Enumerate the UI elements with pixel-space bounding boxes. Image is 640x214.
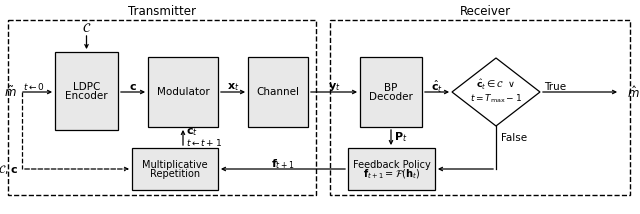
Text: $\hat{\mathbf{c}}_t \in \mathcal{C}$  $\vee$: $\hat{\mathbf{c}}_t \in \mathcal{C}$ $\v… (476, 78, 516, 92)
Text: $\mathbf{c}$: $\mathbf{c}$ (129, 82, 137, 92)
Text: $\hat{m}$: $\hat{m}$ (627, 85, 639, 101)
Text: Multiplicative: Multiplicative (142, 160, 208, 170)
Text: Receiver: Receiver (460, 4, 511, 18)
Text: $\tilde{m}$: $\tilde{m}$ (4, 86, 17, 100)
Text: True: True (544, 82, 566, 92)
Text: $t \leftarrow t+1$: $t \leftarrow t+1$ (186, 137, 222, 148)
Bar (8, 20, 316, 195)
Text: $t = T_{\max}-1$: $t = T_{\max}-1$ (470, 93, 522, 105)
Text: $\mathbf{c}_t$: $\mathbf{c}_t$ (186, 127, 198, 138)
Bar (360, 57, 422, 127)
Text: Transmitter: Transmitter (128, 4, 196, 18)
Text: $\mathbf{P}_t$: $\mathbf{P}_t$ (394, 131, 408, 144)
Text: $\hat{\mathbf{c}}_t$: $\hat{\mathbf{c}}_t$ (431, 79, 443, 95)
Polygon shape (452, 58, 540, 126)
Text: $t \leftarrow 0$: $t \leftarrow 0$ (23, 80, 45, 92)
Text: Channel: Channel (257, 87, 300, 97)
Text: BP: BP (384, 83, 397, 93)
Bar (55, 52, 118, 130)
Bar (330, 20, 630, 195)
Bar (248, 57, 308, 127)
Text: $\mathbf{f}_{t+1} = \mathcal{F}(\mathbf{h}_t)$: $\mathbf{f}_{t+1} = \mathcal{F}(\mathbf{… (363, 167, 420, 181)
Text: Encoder: Encoder (65, 91, 108, 101)
Bar (348, 148, 435, 190)
Bar (132, 148, 218, 190)
Text: Decoder: Decoder (369, 92, 413, 102)
Text: Repetition: Repetition (150, 169, 200, 179)
Bar (148, 57, 218, 127)
Text: $\mathbf{y}_t$: $\mathbf{y}_t$ (328, 81, 340, 93)
Text: LDPC: LDPC (73, 82, 100, 92)
Text: False: False (501, 133, 527, 143)
Text: $\mathcal{C}$: $\mathcal{C}$ (82, 21, 91, 34)
Text: Feedback Policy: Feedback Policy (353, 160, 430, 170)
Text: $\mathbf{x}_t$: $\mathbf{x}_t$ (227, 81, 239, 93)
Text: Modulator: Modulator (157, 87, 209, 97)
Text: $\mathcal{C}, \mathbf{c}$: $\mathcal{C}, \mathbf{c}$ (0, 162, 18, 175)
Text: $\mathbf{f}_{t+1}$: $\mathbf{f}_{t+1}$ (271, 157, 295, 171)
